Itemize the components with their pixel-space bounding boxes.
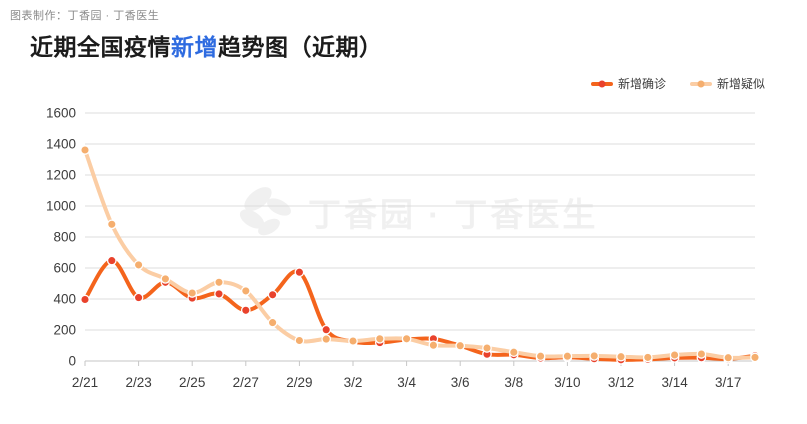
x-axis-label: 2/29 [286, 375, 312, 390]
data-point-suspected-2/27[interactable] [240, 286, 251, 296]
data-point-confirmed-2/27[interactable] [240, 305, 251, 316]
legend-item-confirmed[interactable]: 新增确诊 [590, 75, 666, 92]
data-point-suspected-3/3[interactable] [374, 333, 385, 344]
data-point-suspected-3/16[interactable] [696, 349, 707, 359]
data-point-suspected-3/6[interactable] [455, 340, 466, 351]
suspected-series-marker-icon [689, 80, 712, 87]
data-point-suspected-3/10[interactable] [562, 351, 573, 362]
watermark: 丁香园 · 丁香医生 [238, 186, 598, 238]
title-highlight: 新增 [171, 34, 218, 60]
title-suffix: 趋势图（近期） [218, 34, 383, 60]
series-line-confirmed [83, 258, 757, 362]
x-axis-label: 2/21 [72, 375, 98, 390]
y-axis-label: 1000 [46, 199, 76, 214]
y-axis-label: 1600 [46, 106, 76, 121]
legend-label-confirmed: 新增确诊 [617, 77, 666, 91]
x-axis-label: 3/17 [715, 375, 741, 390]
data-point-suspected-3/17[interactable] [723, 352, 734, 363]
series-line-suspected [83, 148, 757, 360]
data-point-suspected-3/4[interactable] [401, 333, 412, 344]
dxy-leaf-icon [239, 187, 291, 236]
data-point-suspected-3/12[interactable] [616, 351, 626, 362]
data-point-suspected-2/23[interactable] [133, 260, 144, 270]
x-axis-label: 3/14 [661, 375, 688, 390]
confirmed-series-marker-icon [590, 80, 613, 87]
legend-item-suspected[interactable]: 新增疑似 [689, 75, 765, 92]
x-axis-label: 3/4 [397, 375, 416, 390]
x-axis-label: 2/23 [125, 375, 151, 390]
data-point-suspected-3/13[interactable] [642, 352, 653, 363]
x-axis-label: 2/27 [233, 375, 259, 390]
x-axis-label: 3/8 [504, 375, 523, 390]
page-title: 近期全国疫情新增趋势图（近期） [30, 28, 383, 62]
data-point-suspected-3/2[interactable] [348, 336, 358, 346]
data-point-suspected-2/22[interactable] [106, 219, 117, 230]
data-point-confirmed-2/26[interactable] [214, 289, 224, 299]
watermark-text: 丁香园 · 丁香医生 [308, 196, 599, 233]
y-axis-label: 800 [53, 230, 76, 245]
data-point-suspected-3/5[interactable] [428, 340, 439, 351]
data-point-suspected-3/8[interactable] [508, 347, 519, 358]
data-point-suspected-2/26[interactable] [214, 277, 224, 288]
data-point-suspected-2/24[interactable] [160, 274, 171, 284]
x-axis-label: 3/2 [344, 375, 363, 390]
data-point-confirmed-2/22[interactable] [106, 255, 117, 266]
x-axis-label: 3/6 [451, 375, 470, 390]
data-point-suspected-2/29[interactable] [294, 335, 305, 346]
data-point-suspected-3/14[interactable] [669, 350, 680, 360]
data-point-suspected-3/7[interactable] [482, 343, 492, 353]
x-axis-label: 3/12 [608, 375, 634, 390]
title-prefix: 近期全国疫情 [30, 34, 171, 60]
credit-line: 图表制作：丁香园 · 丁香医生 [10, 10, 160, 22]
data-point-confirmed-2/23[interactable] [133, 292, 144, 303]
data-point-confirmed-2/29[interactable] [294, 267, 305, 278]
data-point-suspected-2/21[interactable] [80, 145, 90, 155]
data-point-confirmed-2/28[interactable] [267, 289, 278, 300]
legend: 新增确诊 新增疑似 [590, 75, 765, 92]
data-point-confirmed-2/21[interactable] [80, 294, 90, 305]
y-axis-label: 1200 [46, 168, 76, 183]
y-axis-label: 1400 [46, 137, 76, 152]
y-axis-label: 0 [68, 354, 76, 369]
y-axis-label: 600 [53, 261, 76, 276]
data-point-suspected-3/9[interactable] [535, 351, 546, 362]
legend-label-suspected: 新增疑似 [716, 77, 765, 91]
data-point-suspected-3/11[interactable] [589, 351, 600, 361]
data-point-suspected-3/18[interactable] [750, 352, 760, 363]
data-point-suspected-2/28[interactable] [267, 317, 278, 328]
data-point-suspected-3/1[interactable] [321, 334, 332, 344]
data-point-suspected-2/25[interactable] [187, 288, 198, 298]
x-axis-label: 2/25 [179, 375, 205, 390]
y-axis-label: 400 [53, 292, 76, 307]
x-axis-label: 3/10 [554, 375, 580, 390]
data-point-confirmed-3/1[interactable] [321, 324, 332, 335]
y-axis-label: 200 [53, 323, 76, 338]
